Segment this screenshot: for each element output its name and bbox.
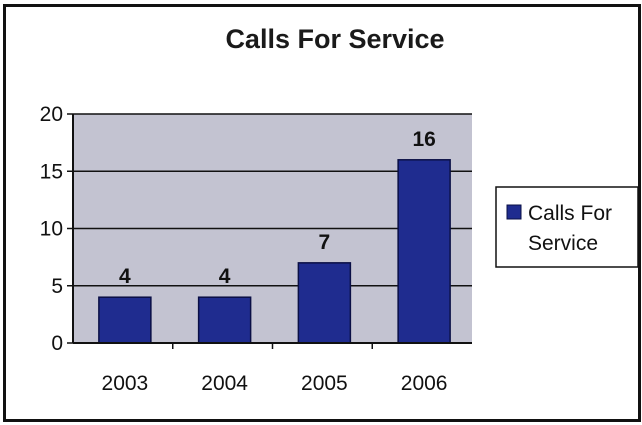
x-tick-label-2004: 2004 xyxy=(201,372,248,395)
legend-label-line-1: Calls For xyxy=(528,202,612,225)
legend-box xyxy=(495,186,639,268)
bar-2004 xyxy=(197,296,252,344)
y-axis-ticks: 0 5 10 15 20 xyxy=(40,103,73,355)
bar-2005 xyxy=(297,262,352,344)
data-label-2005: 7 xyxy=(319,231,331,254)
x-axis-ticks: 2003 2004 2005 2006 xyxy=(102,343,448,395)
chart-title: Calls For Service xyxy=(225,24,444,54)
legend: Calls For Service xyxy=(495,186,639,268)
y-tick-label: 0 xyxy=(51,332,63,355)
legend-swatch xyxy=(506,204,522,220)
y-tick-label: 20 xyxy=(40,103,63,126)
bar-2003 xyxy=(98,296,152,344)
y-tick-label: 10 xyxy=(40,218,63,241)
x-tick-label-2005: 2005 xyxy=(301,372,348,395)
x-tick-label-2006: 2006 xyxy=(401,372,448,395)
legend-label-line-2: Service xyxy=(528,232,598,255)
data-label-2006: 16 xyxy=(412,128,435,151)
data-labels: 4 4 7 16 xyxy=(119,128,436,288)
y-tick-label: 5 xyxy=(51,275,63,298)
y-tick-label: 15 xyxy=(40,160,63,183)
x-tick-label-2003: 2003 xyxy=(102,372,149,395)
bars xyxy=(98,159,451,344)
data-label-2004: 4 xyxy=(219,265,231,288)
bar-2006 xyxy=(397,159,451,344)
data-label-2003: 4 xyxy=(119,265,131,288)
